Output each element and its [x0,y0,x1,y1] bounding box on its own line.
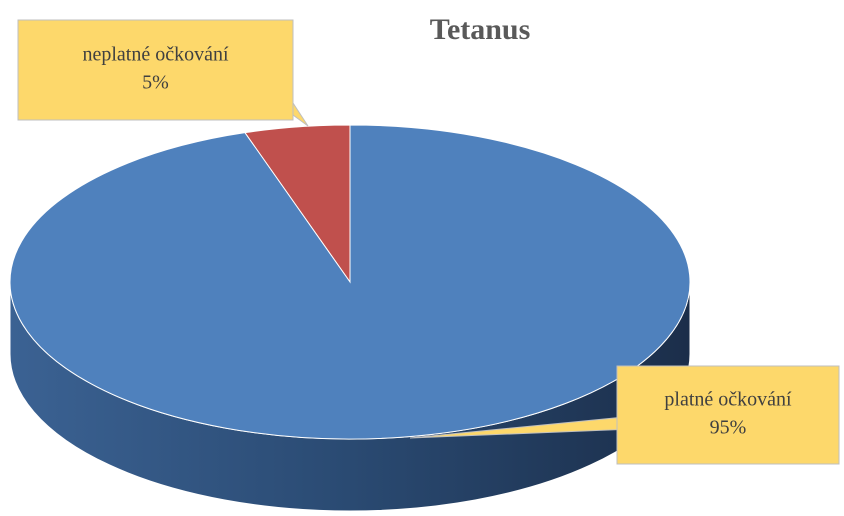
data-label-name: neplatné očkování [82,44,228,66]
callout-box [17,19,294,121]
data-label-value: 95% [710,417,747,439]
chart-title: Tetanus [430,13,531,46]
callout-pointer [292,101,309,127]
pie [9,124,691,512]
callout-box [616,365,840,465]
pie-slice [9,124,691,440]
data-label-value: 5% [142,72,169,94]
data-label-name: platné očkování [664,389,792,411]
